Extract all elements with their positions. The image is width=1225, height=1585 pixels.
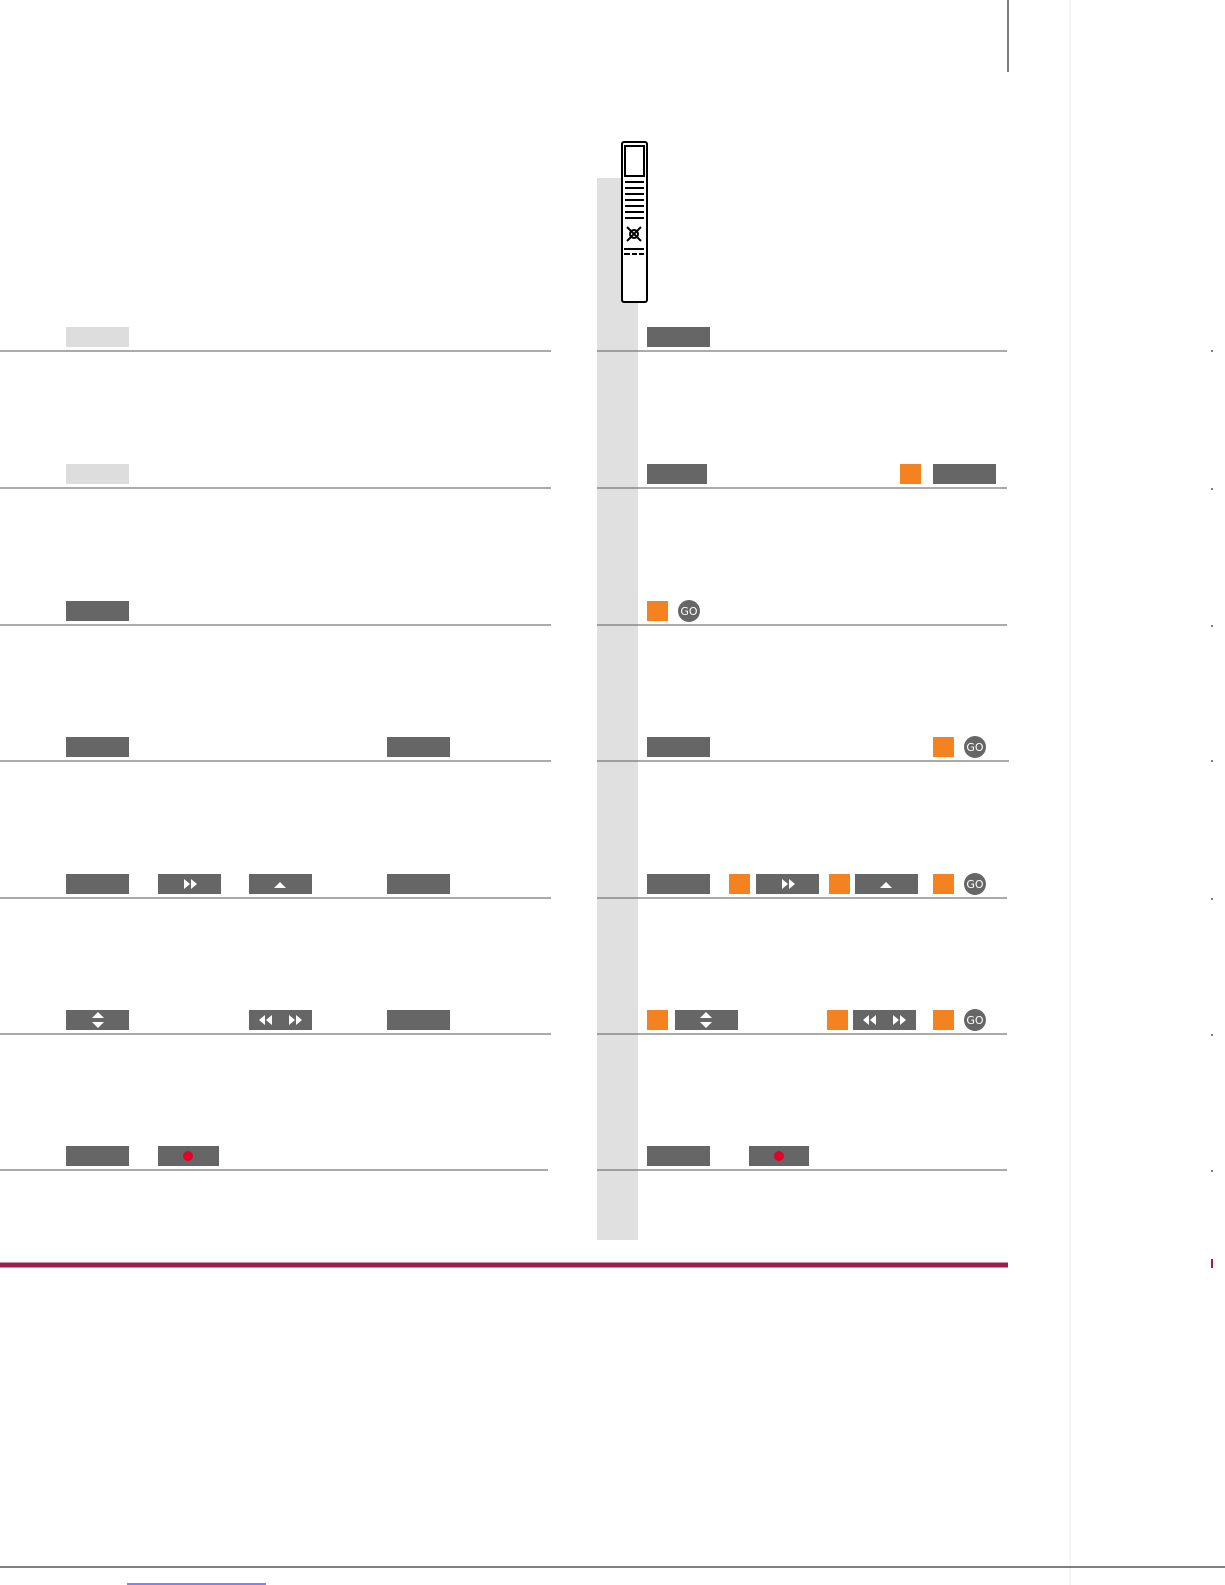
go-label: GO xyxy=(680,605,698,618)
go-button: GO xyxy=(964,873,986,895)
remote-icon xyxy=(621,141,648,303)
go-button: GO xyxy=(964,736,986,758)
go-label: GO xyxy=(966,1014,984,1027)
go-button: GO xyxy=(964,1009,986,1031)
go-label: GO xyxy=(966,878,984,891)
left-buttons xyxy=(66,327,450,1166)
step-column xyxy=(597,178,638,1240)
right-buttons xyxy=(647,327,996,1166)
go-button: GO xyxy=(678,600,700,622)
go-label: GO xyxy=(966,741,984,754)
separators xyxy=(0,350,1009,1171)
